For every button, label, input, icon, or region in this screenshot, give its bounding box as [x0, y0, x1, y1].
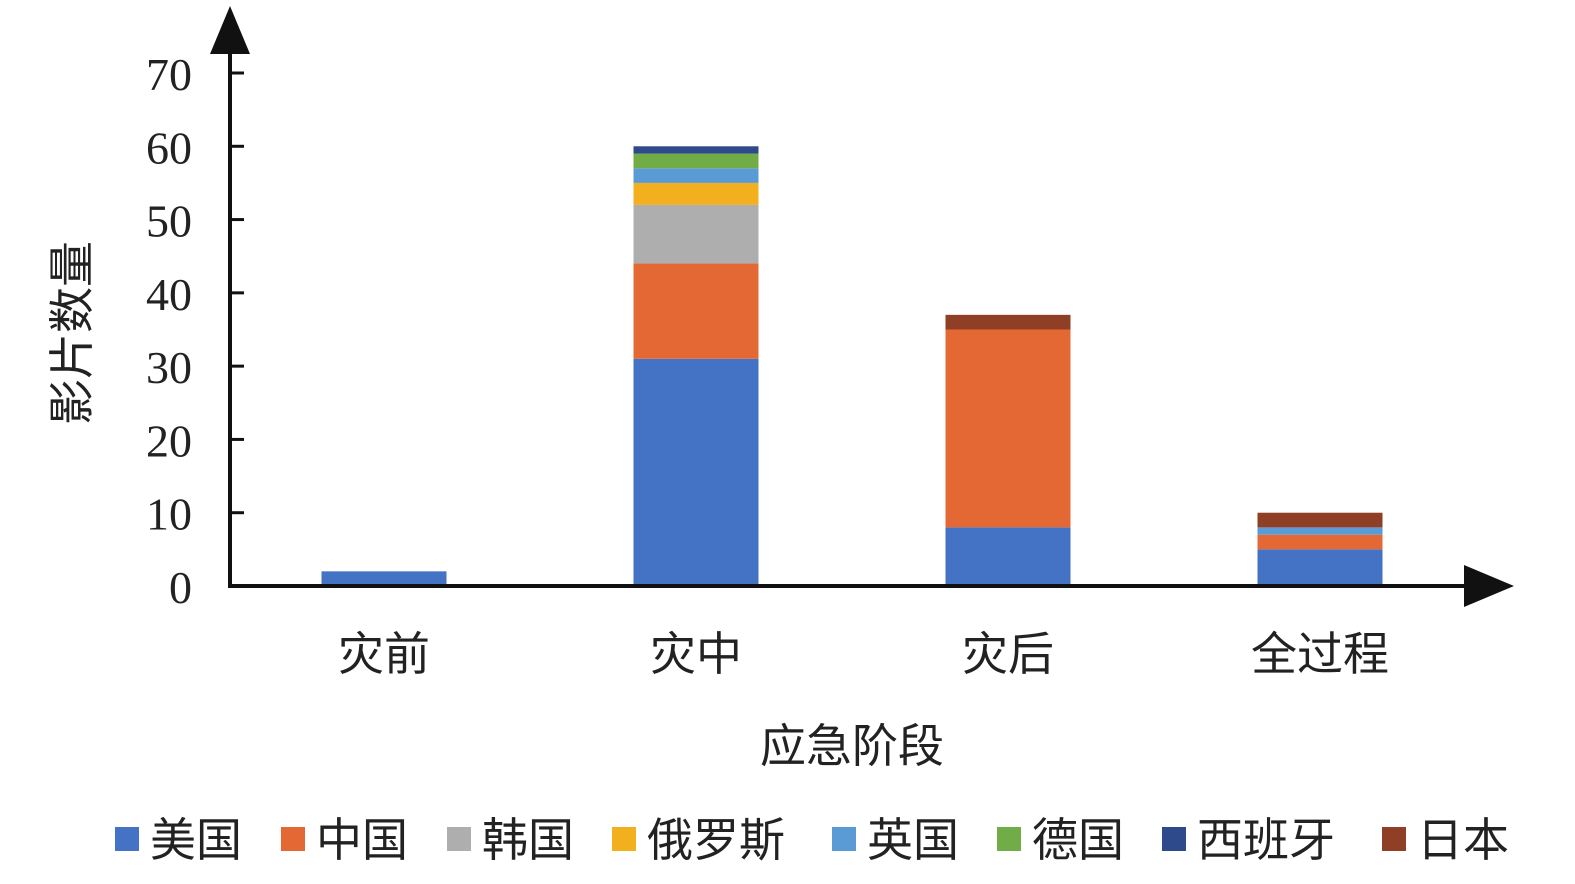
- y-tick-label-70: 70: [146, 49, 192, 100]
- legend-label-4: 俄罗斯: [647, 813, 785, 867]
- legend-label-3: 韩国: [482, 813, 574, 867]
- bar-segment-2-7: [633, 146, 759, 154]
- bar-segment-3-2: [945, 329, 1071, 528]
- y-axis-arrow-icon: [210, 6, 250, 54]
- bar-segment-1-1: [321, 571, 447, 586]
- y-tick-label-40: 40: [146, 269, 192, 320]
- legend: 美国 中国 韩国 俄罗斯 英国 德国 西班牙 日本: [115, 813, 1509, 867]
- bar-segment-3-8: [945, 314, 1071, 330]
- legend-swatch-4: [612, 827, 636, 851]
- y-axis-title: 影片数量: [45, 241, 99, 425]
- y-tick-label-10: 10: [146, 489, 192, 540]
- y-tick-label-20: 20: [146, 415, 192, 466]
- legend-label-6: 德国: [1032, 813, 1124, 867]
- legend-swatch-2: [281, 827, 305, 851]
- bar-segment-2-4: [633, 182, 759, 205]
- axes-layer: [210, 6, 1514, 607]
- y-tick-label-50: 50: [146, 196, 192, 247]
- y-ticks-layer: 0 10 20 30 40 50 60 70: [146, 49, 244, 613]
- bar-segment-4-8: [1257, 512, 1383, 528]
- bar-segment-4-5: [1257, 527, 1383, 535]
- legend-swatch-1: [115, 827, 139, 851]
- x-category-label-2: 灾中: [650, 627, 742, 681]
- bar-segment-2-2: [633, 263, 759, 359]
- legend-swatch-8: [1382, 827, 1406, 851]
- x-category-label-4: 全过程: [1251, 627, 1389, 681]
- x-axis-arrow-icon: [1464, 565, 1514, 607]
- legend-label-2: 中国: [316, 813, 408, 867]
- x-category-label-1: 灾前: [338, 627, 430, 681]
- x-axis-title: 应急阶段: [760, 719, 944, 773]
- legend-swatch-7: [1162, 827, 1186, 851]
- legend-label-7: 西班牙: [1197, 813, 1335, 867]
- bar-segment-4-1: [1257, 549, 1383, 586]
- bar-segment-2-1: [633, 358, 759, 586]
- bar-segment-4-2: [1257, 534, 1383, 550]
- bar-segment-2-6: [633, 153, 759, 169]
- bar-segment-2-5: [633, 168, 759, 183]
- legend-swatch-6: [997, 827, 1021, 851]
- legend-label-8: 日本: [1417, 813, 1509, 867]
- x-categories-layer: 灾前 灾中 灾后 全过程: [338, 627, 1389, 681]
- y-tick-label-60: 60: [146, 122, 192, 173]
- legend-swatch-5: [832, 827, 856, 851]
- bar-segment-2-3: [633, 204, 759, 264]
- y-tick-label-0: 0: [169, 562, 192, 613]
- bar-segment-3-1: [945, 527, 1071, 586]
- y-tick-label-30: 30: [146, 342, 192, 393]
- legend-swatch-3: [447, 827, 471, 851]
- legend-label-1: 美国: [150, 813, 242, 867]
- legend-label-5: 英国: [867, 813, 959, 867]
- bars-layer: [321, 146, 1383, 586]
- x-category-label-3: 灾后: [962, 627, 1054, 681]
